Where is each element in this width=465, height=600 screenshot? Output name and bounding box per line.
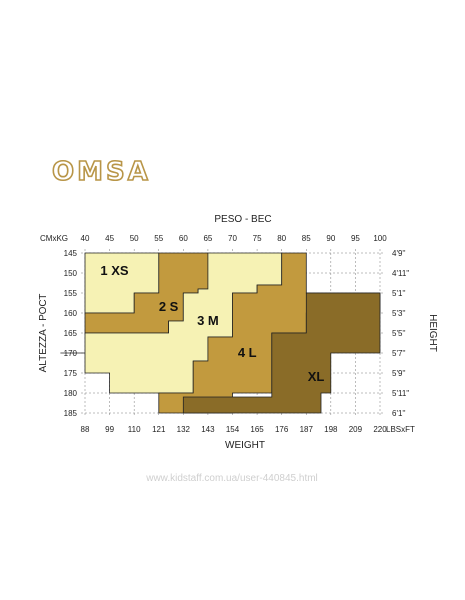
lbs-tick-label: 143	[201, 425, 215, 434]
kg-tick-label: 45	[105, 234, 114, 243]
kg-tick-label: 55	[154, 234, 163, 243]
size-label: XL	[308, 369, 325, 384]
kg-tick-label: 60	[179, 234, 188, 243]
ft-tick-label: 5'1''	[392, 289, 406, 298]
lbs-tick-label: 88	[81, 425, 90, 434]
cm-tick-label: 160	[64, 309, 78, 318]
lbs-tick-label: 110	[128, 425, 141, 434]
left-axis-title: ALTEZZA - РОСТ	[38, 294, 49, 373]
kg-tick-label: 75	[253, 234, 262, 243]
kg-tick-label: 95	[351, 234, 360, 243]
cm-tick-label: 150	[64, 269, 78, 278]
kg-tick-label: 90	[326, 234, 335, 243]
ft-tick-label: 4'9''	[392, 249, 406, 258]
bottom-unit-label: LBSxFT	[386, 425, 415, 434]
size-label: 4 L	[238, 345, 257, 360]
cm-tick-label: 175	[64, 369, 78, 378]
lbs-tick-label: 187	[300, 425, 314, 434]
lbs-tick-label: 154	[226, 425, 240, 434]
cm-tick-label: 180	[64, 389, 78, 398]
size-labels: 1 XS 2 S 3 M 4 L XL	[100, 263, 324, 384]
lbs-tick-label: 99	[105, 425, 114, 434]
ft-tick-label: 5'11''	[392, 389, 410, 398]
lbs-tick-label: 198	[324, 425, 338, 434]
cm-tick-label: 185	[64, 409, 78, 418]
cm-tick-label: 165	[64, 329, 78, 338]
watermark-text: www.kidstaff.com.ua/user-440845.html	[145, 473, 318, 484]
size-region-xl	[182, 292, 381, 414]
kg-tick-label: 70	[228, 234, 237, 243]
omsa-logo: OMSA	[51, 156, 151, 188]
kg-tick-label: 65	[203, 234, 212, 243]
svg-text:OMSA: OMSA	[52, 157, 151, 187]
axis-ticks: 40 45 50 55 60 65 70 75 80 85 90 95 100 88 99 110 121 132…	[64, 234, 410, 434]
cm-tick-label: 145	[64, 249, 78, 258]
bottom-axis-title: WEIGHT	[225, 440, 265, 451]
ft-tick-label: 5'7''	[392, 349, 406, 358]
ft-tick-label: 6'1''	[392, 409, 406, 418]
size-label: 2 S	[159, 299, 179, 314]
lbs-tick-label: 220	[373, 425, 387, 434]
lbs-tick-label: 209	[349, 425, 363, 434]
ft-tick-label: 4'11''	[392, 269, 410, 278]
top-axis-title: PESO - ВЕС	[214, 214, 271, 225]
size-regions	[60, 252, 381, 414]
kg-tick-label: 85	[302, 234, 311, 243]
lbs-tick-label: 176	[275, 425, 289, 434]
cm-tick-label: 170	[64, 349, 78, 358]
size-label: 3 M	[197, 313, 219, 328]
top-unit-label: CMxKG	[40, 234, 68, 243]
cm-tick-label: 155	[64, 289, 78, 298]
ft-tick-label: 5'9''	[392, 369, 406, 378]
kg-tick-label: 100	[373, 234, 387, 243]
lbs-tick-label: 121	[152, 425, 166, 434]
lbs-tick-label: 132	[177, 425, 191, 434]
right-axis-title: HEIGHT	[427, 314, 438, 352]
ft-tick-label: 5'3''	[392, 309, 406, 318]
kg-tick-label: 50	[130, 234, 139, 243]
lbs-tick-label: 165	[250, 425, 264, 434]
kg-tick-label: 80	[277, 234, 286, 243]
ft-tick-label: 5'5''	[392, 329, 406, 338]
kg-tick-label: 40	[81, 234, 90, 243]
size-label: 1 XS	[100, 263, 129, 278]
